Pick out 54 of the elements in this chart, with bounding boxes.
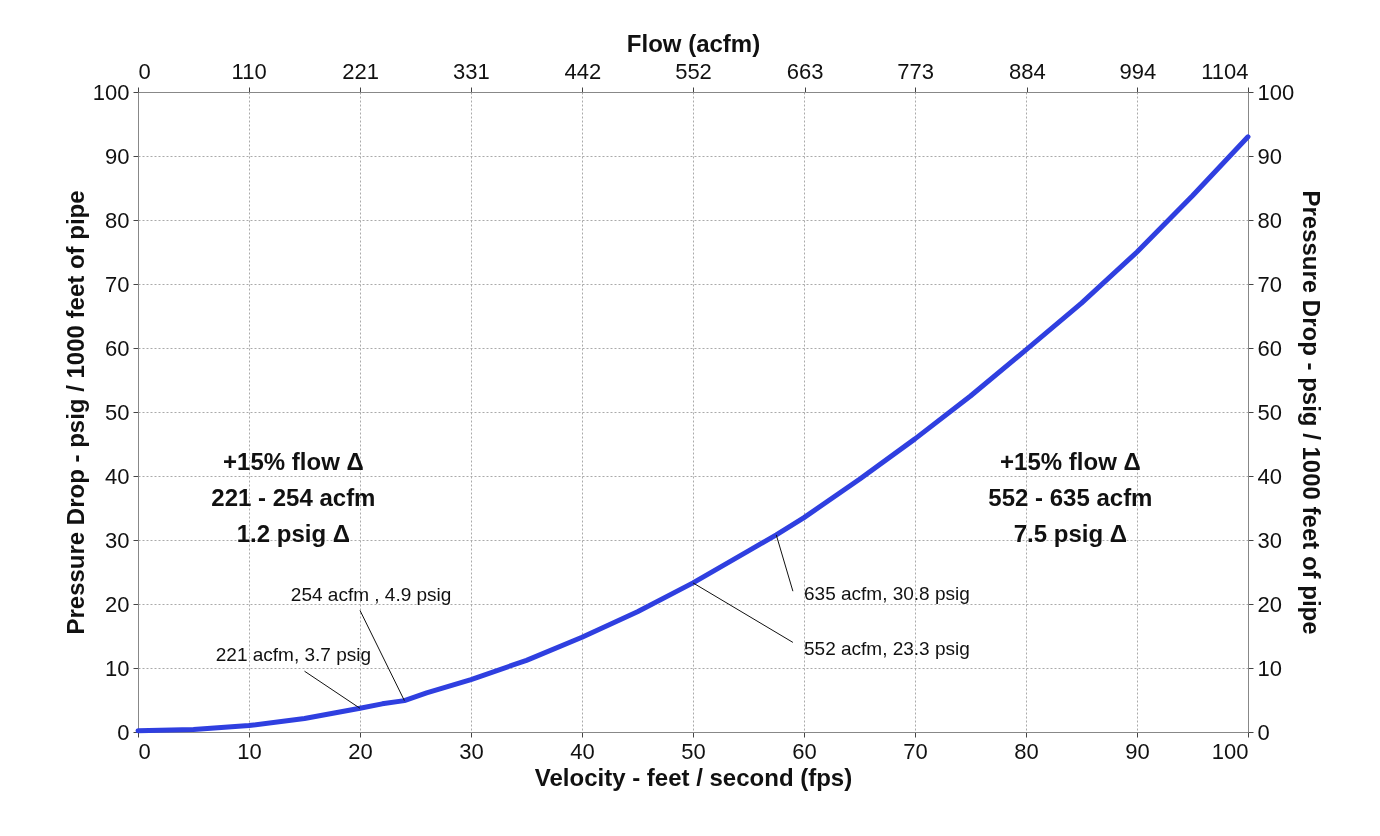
- y2-tick-label: 100: [1257, 79, 1295, 105]
- x-tick-label: 0: [138, 738, 151, 764]
- x2-tick-label: 0: [138, 58, 151, 84]
- x2-tick-label: 110: [231, 58, 267, 84]
- x-tick-label: 10: [237, 738, 262, 764]
- y-tick-label: 90: [105, 143, 130, 169]
- x2-tick-label: 331: [452, 58, 490, 84]
- y2-tick-label: 30: [1257, 527, 1282, 553]
- x2-tick-label: 1104: [1201, 58, 1249, 84]
- x-tick-label: 60: [792, 738, 817, 764]
- x-tick-label: 100: [1211, 738, 1249, 764]
- x-tick-label: 50: [681, 738, 706, 764]
- y-axis-title: Pressure Drop - psig / 1000 feet of pipe: [61, 190, 89, 635]
- annotation: 635 acfm, 30.8 psig: [804, 583, 970, 605]
- x2-tick-label: 773: [897, 58, 935, 84]
- x-tick-label: 90: [1125, 738, 1150, 764]
- y2-tick-label: 50: [1257, 399, 1282, 425]
- y2-tick-label: 80: [1257, 207, 1282, 233]
- x2-tick-label: 994: [1119, 58, 1157, 84]
- x-axis-title: Velocity - feet / second (fps): [534, 763, 853, 791]
- y-tick-label: 60: [105, 335, 130, 361]
- y-tick-label: 40: [105, 463, 130, 489]
- y2-tick-label: 40: [1257, 463, 1282, 489]
- x2-axis-title: Flow (acfm): [626, 29, 761, 57]
- y2-tick-label: 90: [1257, 143, 1282, 169]
- x2-tick-label: 221: [342, 58, 380, 84]
- y-tick-label: 10: [105, 655, 130, 681]
- y-tick-label: 70: [105, 271, 130, 297]
- x-tick-label: 70: [903, 738, 928, 764]
- annotation: 552 acfm, 23.3 psig: [804, 637, 970, 659]
- y-tick-label: 50: [105, 399, 130, 425]
- y-tick-label: 20: [105, 591, 130, 617]
- x-tick-label: 20: [348, 738, 373, 764]
- x-tick-label: 40: [570, 738, 595, 764]
- y2-tick-label: 10: [1257, 655, 1282, 681]
- x2-tick-label: 442: [564, 58, 602, 84]
- x-tick-label: 80: [1014, 738, 1039, 764]
- y2-tick-label: 60: [1257, 335, 1282, 361]
- annotation: +15% flow Δ 552 - 635 acfm 7.5 psig Δ: [988, 448, 1153, 548]
- x2-tick-label: 552: [675, 58, 712, 84]
- y2-tick-label: 20: [1257, 591, 1282, 617]
- x-tick-label: 30: [459, 738, 484, 764]
- y-tick-label: 80: [105, 207, 130, 233]
- y2-tick-label: 0: [1257, 719, 1270, 745]
- y-tick-label: 0: [117, 719, 130, 745]
- annotation: 221 acfm, 3.7 psig: [215, 644, 372, 666]
- x2-tick-label: 884: [1008, 58, 1046, 84]
- x2-tick-label: 663: [786, 58, 824, 84]
- y2-axis-title: Pressure Drop - psig / 1000 feet of pipe: [1298, 190, 1326, 635]
- annotation: +15% flow Δ 221 - 254 acfm 1.2 psig Δ: [211, 448, 376, 548]
- y2-tick-label: 70: [1257, 271, 1282, 297]
- y-tick-label: 100: [92, 79, 130, 105]
- annotation: 254 acfm , 4.9 psig: [290, 584, 452, 606]
- y-tick-label: 30: [105, 527, 130, 553]
